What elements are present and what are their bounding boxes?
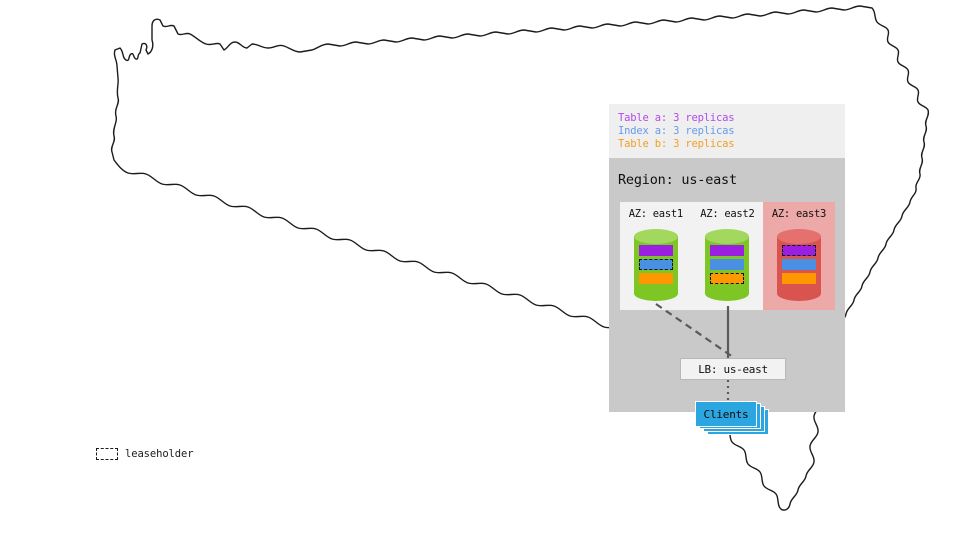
connector-east1-to-lb (655, 303, 734, 358)
cylinder-top (633, 229, 678, 244)
load-balancer-box[interactable]: LB: us-east (680, 358, 786, 380)
az-cell-east1[interactable]: AZ: east1 (620, 202, 692, 310)
az-label-east2: AZ: east2 (700, 208, 755, 220)
deployment-diagram-panel: Table a: 3 replicas Index a: 3 replicas … (609, 104, 845, 435)
availability-zone-row: AZ: east1 AZ: east2 (620, 202, 835, 310)
legend-line-table-b: Table b: 3 replicas (618, 138, 735, 150)
leaseholder-legend: leaseholder (96, 448, 194, 460)
leaseholder-legend-label: leaseholder (125, 448, 194, 460)
legend-line-index-a: Index a: 3 replicas (618, 125, 735, 137)
region-panel-us-east: Region: us-east AZ: east1 (609, 158, 845, 435)
range-band-table-b (781, 273, 816, 284)
range-band-table-a (638, 245, 673, 256)
range-stack-east1 (638, 245, 673, 287)
range-band-index-a (710, 259, 745, 270)
range-band-index-a (638, 259, 673, 270)
us-map-path (110, 5, 930, 511)
legend-line-table-a: Table a: 3 replicas (618, 112, 735, 124)
range-stack-east3 (781, 245, 816, 287)
az-cell-east2[interactable]: AZ: east2 (691, 202, 764, 310)
region-title: Region: us-east (618, 172, 737, 188)
client-card-front[interactable]: Clients (695, 401, 757, 427)
node-cylinder-east2 (705, 229, 750, 301)
range-band-table-a (710, 245, 745, 256)
az-label-east3: AZ: east3 (771, 208, 827, 220)
clients-stack[interactable]: Clients (695, 401, 771, 435)
node-cylinder-east1 (633, 229, 678, 301)
node-cylinder-east3 (776, 229, 821, 301)
az-cell-east3[interactable]: AZ: east3 (763, 202, 835, 310)
load-balancer-label: LB: us-east (698, 362, 768, 376)
az-label-east1: AZ: east1 (628, 208, 684, 220)
range-band-index-a (781, 259, 816, 270)
range-stack-east2 (710, 245, 745, 287)
clients-label: Clients (703, 407, 749, 421)
cylinder-top (705, 229, 750, 244)
leaseholder-swatch-icon (96, 448, 118, 460)
range-band-table-b (710, 273, 745, 284)
range-band-table-b (638, 273, 673, 284)
range-band-table-a (781, 245, 816, 256)
replica-legend: Table a: 3 replicas Index a: 3 replicas … (609, 104, 845, 158)
cylinder-top (776, 229, 821, 244)
